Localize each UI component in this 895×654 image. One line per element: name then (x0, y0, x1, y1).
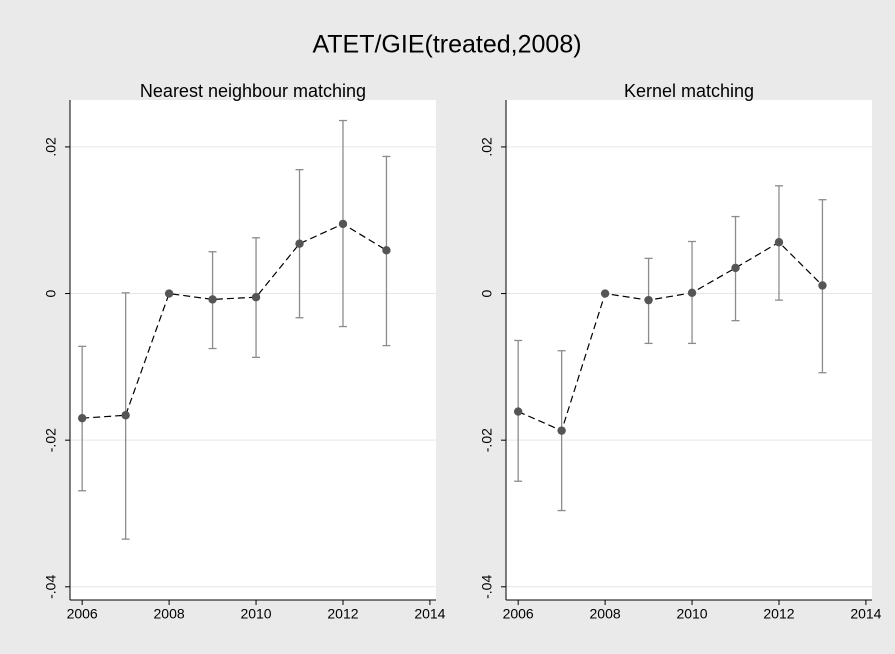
point (295, 239, 304, 248)
point (557, 426, 566, 435)
chart-title: ATET/GIE(treated,2008) (312, 31, 581, 59)
x-tick-label: 2012 (763, 606, 794, 622)
point (208, 295, 217, 304)
panel-title: Kernel matching (624, 81, 754, 101)
x-tick-label: 2006 (503, 606, 534, 622)
x-tick-label: 2008 (590, 606, 621, 622)
point (251, 293, 261, 302)
line (517, 241, 823, 432)
x-tick-label: 2006 (67, 606, 98, 622)
point (164, 289, 174, 298)
y-tick-label: -.02 (479, 428, 495, 452)
plot-area (506, 100, 872, 600)
y-tick-label: -.04 (479, 575, 495, 599)
x-tick-label: 2008 (154, 606, 185, 622)
x-tick-label: 2012 (327, 606, 358, 622)
y-tick-label: -.02 (43, 428, 59, 452)
x-tick-label: 2010 (676, 606, 707, 622)
y-tick-label: -.04 (43, 575, 59, 599)
x-tick-label: 2014 (414, 606, 445, 622)
point (121, 411, 130, 420)
x-tick-label: 2010 (240, 606, 271, 622)
point (600, 289, 610, 298)
y-tick-label: .02 (479, 137, 495, 157)
point (77, 413, 87, 423)
point (774, 238, 784, 247)
point (382, 246, 391, 255)
y-tick-label: 0 (479, 289, 495, 297)
point (687, 288, 697, 298)
y-tick-label: 0 (43, 289, 59, 297)
point (338, 219, 348, 229)
point (513, 407, 523, 416)
point (731, 263, 740, 273)
y-tick-label: .02 (43, 137, 59, 157)
point (818, 281, 827, 290)
point (644, 295, 653, 305)
panel-title: Nearest neighbour matching (140, 81, 366, 101)
line (82, 223, 387, 419)
x-tick-label: 2014 (850, 606, 881, 622)
plot-area (70, 100, 436, 600)
